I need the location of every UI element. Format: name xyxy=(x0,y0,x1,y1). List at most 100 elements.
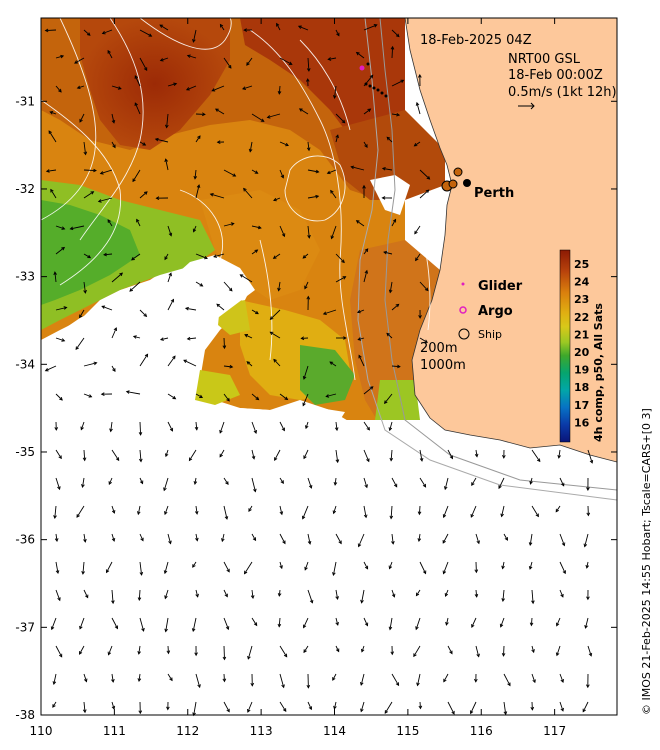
current-vector xyxy=(251,449,255,459)
current-vector xyxy=(134,75,141,87)
current-vector-head xyxy=(81,484,85,489)
current-vector xyxy=(414,141,421,147)
y-axis: -31 -32 -33 -34 -35 -36 -37 -38 xyxy=(15,94,617,722)
current-vector-head xyxy=(159,337,164,341)
current-vector-head xyxy=(82,709,87,714)
current-vector-head xyxy=(61,226,66,230)
current-vector-head xyxy=(469,710,474,715)
current-vector-head xyxy=(225,481,229,485)
current-vector-head xyxy=(531,649,535,654)
current-vector xyxy=(386,333,393,339)
current-vector xyxy=(391,673,399,686)
current-vector xyxy=(193,225,197,232)
current-vector-head xyxy=(357,543,362,548)
current-vector-head xyxy=(57,486,61,491)
current-vector-head xyxy=(471,482,475,486)
isobath-1000m xyxy=(357,18,617,501)
current-vector-head xyxy=(273,358,277,363)
current-vector-head xyxy=(168,540,172,545)
current-vector-head xyxy=(168,232,173,237)
current-vector-head xyxy=(335,134,339,139)
current-vector xyxy=(139,354,148,367)
current-vector-head xyxy=(69,226,74,231)
current-vector xyxy=(443,505,449,518)
current-vector xyxy=(83,29,91,36)
vector-scale-label: 0.5m/s (1kt 12h) xyxy=(508,85,617,100)
current-vector xyxy=(55,306,67,311)
current-vector-head xyxy=(168,272,172,277)
current-vector-head xyxy=(507,682,511,687)
current-vector xyxy=(111,272,123,283)
current-vector-head xyxy=(194,510,199,515)
sst-west-green-dark xyxy=(41,200,140,305)
current-vector-head xyxy=(247,708,251,713)
scale-arrow xyxy=(518,102,535,110)
current-vector-head xyxy=(224,516,229,520)
glider-legend-symbol xyxy=(461,282,465,286)
current-vector-head xyxy=(163,570,168,575)
no-data-near-perth xyxy=(430,195,445,245)
glider-marker-north xyxy=(359,65,365,71)
current-vector xyxy=(82,561,85,575)
current-vector-head xyxy=(137,678,142,683)
current-vector xyxy=(160,337,169,341)
current-vector-head xyxy=(474,593,479,598)
current-vector-head xyxy=(335,621,339,626)
current-vector-head xyxy=(173,82,178,87)
sst-field xyxy=(41,18,617,715)
isobath-1000-label: 1000m xyxy=(420,358,466,373)
current-vector-head xyxy=(397,364,401,369)
current-vector-head xyxy=(192,564,196,568)
current-vector xyxy=(221,533,225,542)
current-vector xyxy=(164,589,169,599)
current-vector-head xyxy=(83,289,87,294)
current-vector-head xyxy=(364,144,368,149)
current-vector xyxy=(55,561,59,574)
current-vector xyxy=(302,505,309,519)
current-vector-head xyxy=(243,187,247,192)
current-vector-head xyxy=(282,540,286,545)
current-vector-head xyxy=(357,337,362,341)
current-vector xyxy=(139,561,143,575)
current-vector xyxy=(98,197,113,202)
current-vector-head xyxy=(413,143,418,147)
current-vector xyxy=(363,75,374,87)
current-vector xyxy=(139,141,146,146)
current-vector xyxy=(50,111,57,115)
current-vector xyxy=(419,169,430,180)
current-vector-head xyxy=(166,650,171,655)
sst-south-coastal xyxy=(350,240,440,425)
current-vector-head xyxy=(388,289,393,294)
current-vector xyxy=(82,477,85,488)
current-vector xyxy=(363,449,370,462)
current-vector xyxy=(391,477,398,488)
current-vector xyxy=(386,136,393,143)
current-vector xyxy=(83,362,97,367)
current-vector xyxy=(360,673,365,686)
current-vector xyxy=(251,533,256,541)
current-vector-head xyxy=(315,194,320,199)
current-vector xyxy=(444,477,449,490)
current-vector-head xyxy=(442,570,447,575)
current-vector xyxy=(83,701,86,713)
current-vector-head xyxy=(333,481,338,486)
current-vector xyxy=(470,505,477,518)
current-vector xyxy=(183,359,197,367)
current-vector-head xyxy=(442,539,446,544)
current-vector-head xyxy=(327,57,332,61)
current-vector-head xyxy=(388,565,393,570)
y-tick-label: -38 xyxy=(15,708,35,722)
current-vector xyxy=(307,477,312,489)
current-vector-head xyxy=(266,115,271,119)
current-vector xyxy=(45,365,57,372)
current-vector-head xyxy=(255,310,259,315)
current-vector-head xyxy=(253,622,258,627)
current-vector xyxy=(335,134,339,143)
current-vector-head xyxy=(503,711,508,716)
current-vector-head xyxy=(111,600,115,605)
current-vector xyxy=(243,188,253,199)
current-vector-head xyxy=(416,682,420,687)
current-vector-head xyxy=(136,218,140,223)
current-vector xyxy=(83,589,89,598)
